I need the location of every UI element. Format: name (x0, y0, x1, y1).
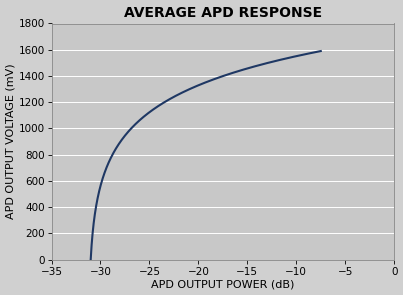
X-axis label: APD OUTPUT POWER (dB): APD OUTPUT POWER (dB) (151, 279, 295, 289)
Y-axis label: APD OUTPUT VOLTAGE (mV): APD OUTPUT VOLTAGE (mV) (6, 64, 16, 219)
Title: AVERAGE APD RESPONSE: AVERAGE APD RESPONSE (124, 6, 322, 19)
